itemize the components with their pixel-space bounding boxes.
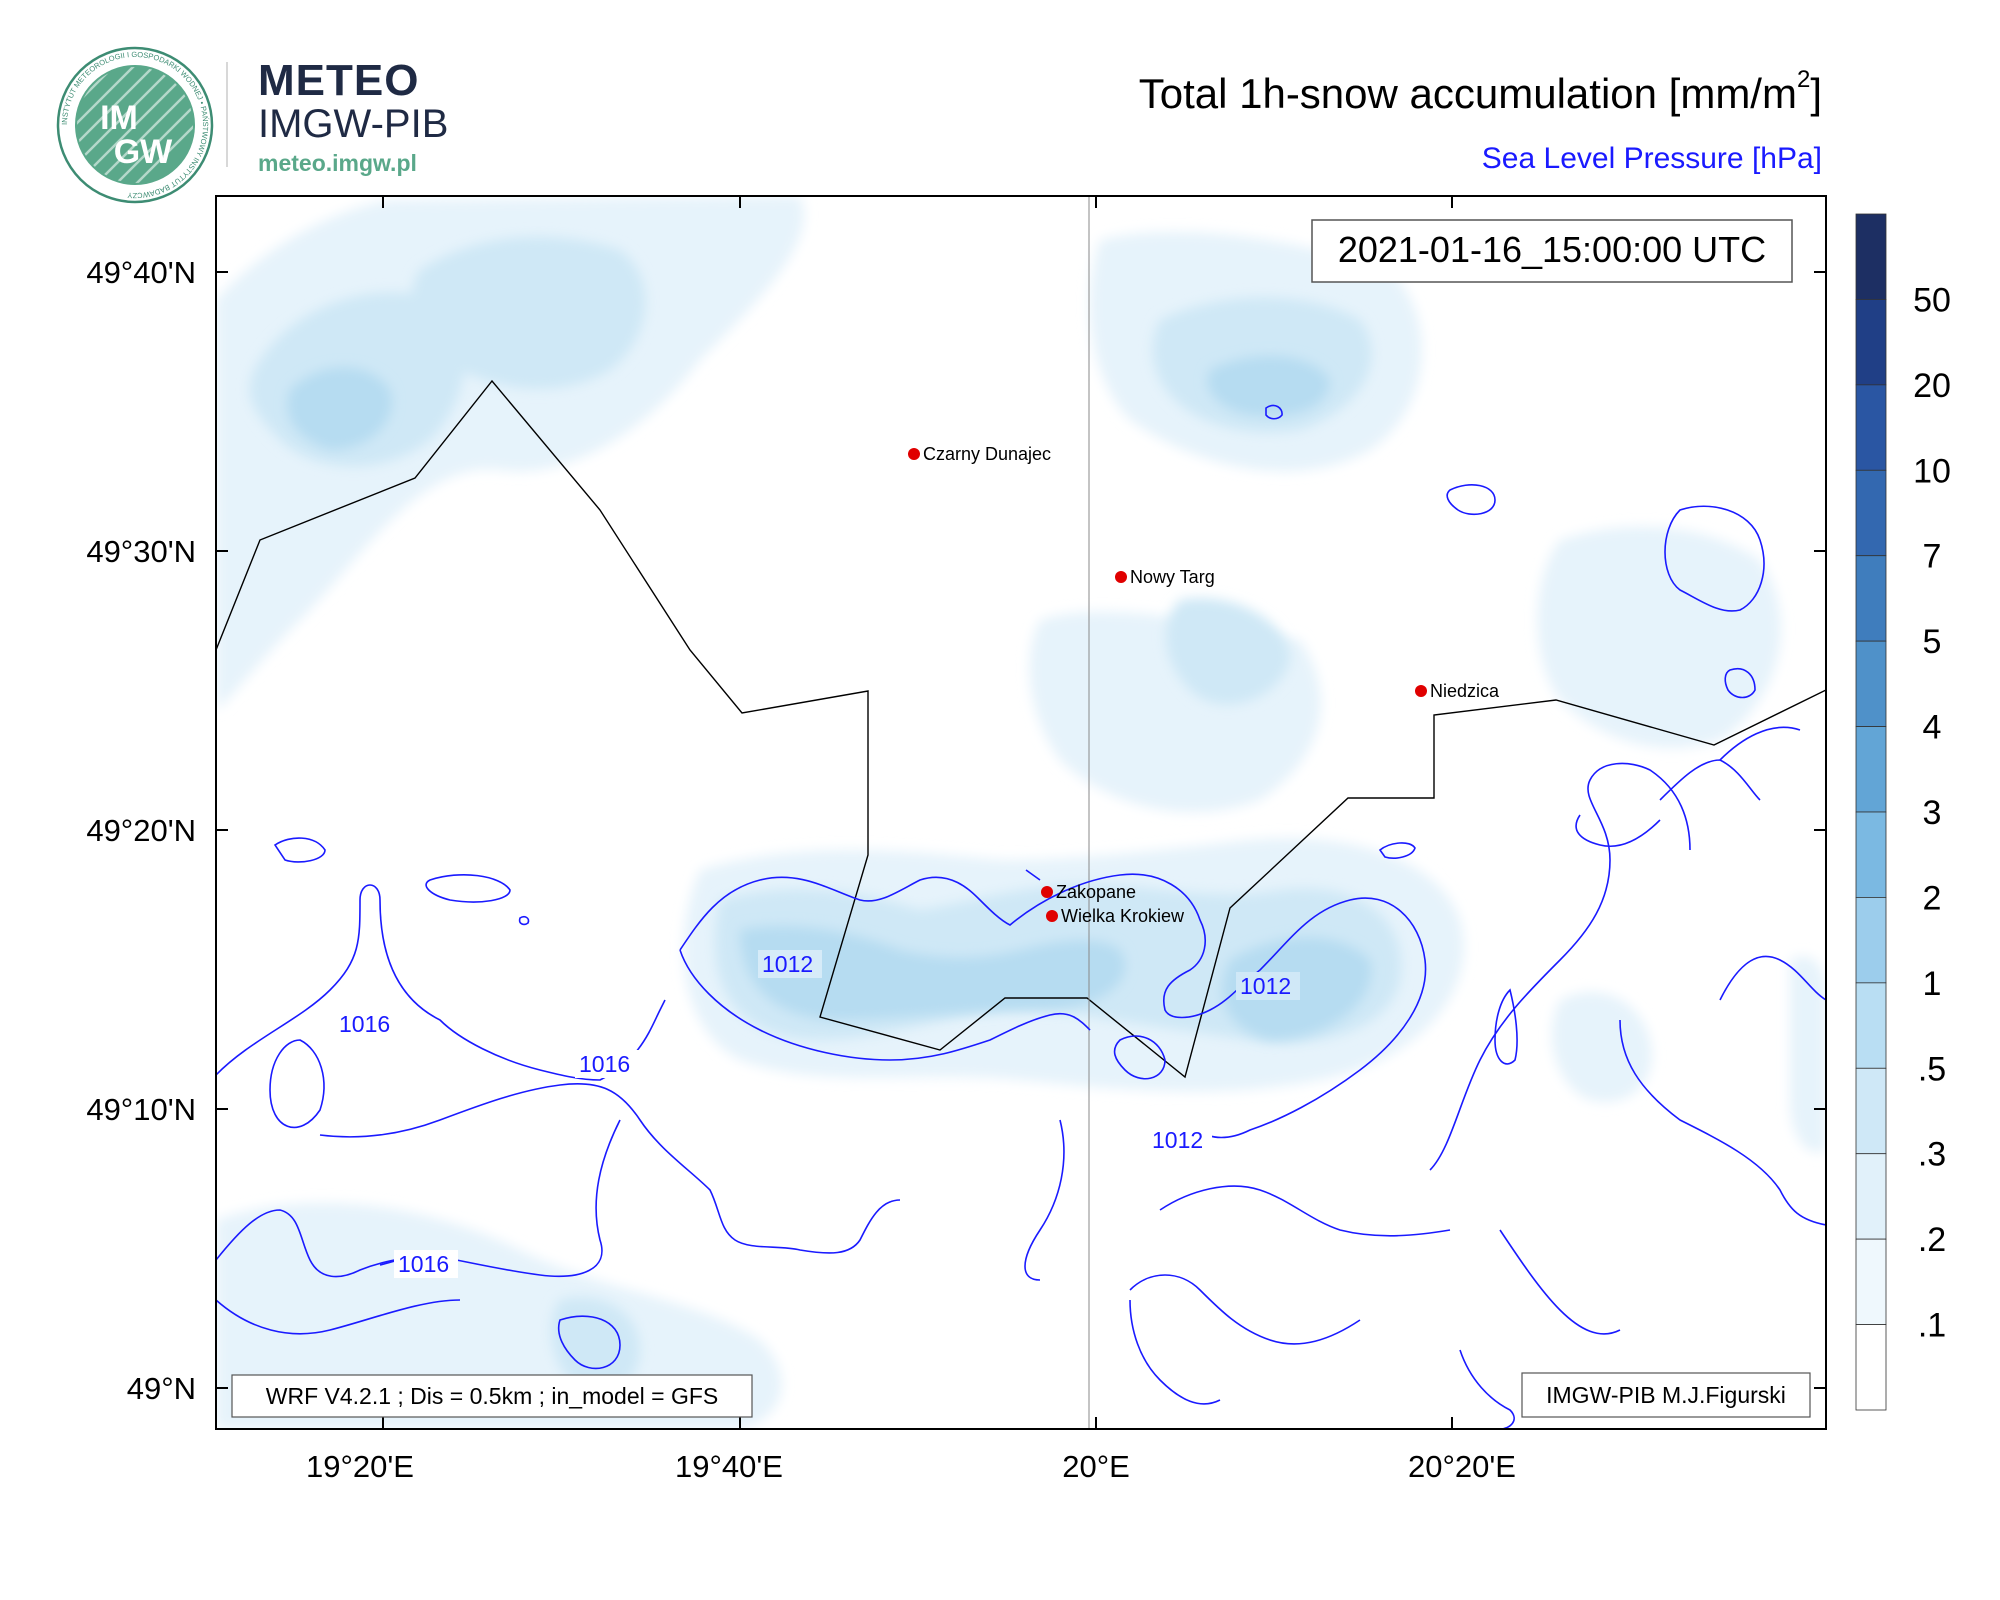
model-info: WRF V4.2.1 ; Dis = 0.5km ; in_model = GF… — [266, 1383, 719, 1409]
lon-tick-label: 20°20'E — [1408, 1449, 1516, 1484]
lat-tick-label: 49°N — [127, 1371, 196, 1406]
colorbar-label: 50 — [1913, 281, 1951, 319]
lon-tick-label: 20°E — [1062, 1449, 1130, 1484]
colorbar-swatch — [1855, 1067, 1887, 1155]
city-dot — [1041, 886, 1053, 898]
credit-box: IMGW-PIB M.J.Figurski — [1521, 1372, 1811, 1418]
colorbar-swatch — [1855, 811, 1887, 898]
colorbar-label: 20 — [1913, 367, 1951, 405]
lat-tick-label: 49°10'N — [86, 1092, 196, 1127]
axis-ticks — [216, 196, 1826, 1429]
imgw-logo: IM GW INSTYTUT METEOROLOGII I GOSPODARKI… — [55, 45, 215, 205]
city-dot — [1046, 910, 1058, 922]
colorbar-swatch — [1855, 469, 1887, 557]
isobar-labels: 1012 1012 1012 1016 1016 1016 — [335, 950, 1300, 1278]
colorbar — [1855, 213, 1887, 1411]
brand-url: meteo.imgw.pl — [258, 150, 417, 176]
lat-tick-label: 49°40'N — [86, 255, 196, 290]
isobar-label: 1012 — [762, 951, 813, 977]
model-info-box: WRF V4.2.1 ; Dis = 0.5km ; in_model = GF… — [231, 1374, 753, 1418]
city-dot — [1415, 685, 1427, 697]
logo-text-bottom: GW — [114, 133, 173, 171]
colorbar-swatch — [1855, 384, 1887, 471]
colorbar-swatch — [1855, 1324, 1887, 1411]
lon-tick-label: 19°20'E — [306, 1449, 414, 1484]
colorbar-swatch — [1855, 640, 1887, 727]
city-dot — [1115, 571, 1127, 583]
city-label: Niedzica — [1430, 681, 1500, 701]
city-label: Nowy Targ — [1130, 567, 1215, 587]
chart-title: Total 1h-snow accumulation [mm/m2] — [1138, 66, 1822, 117]
colorbar-label: 2 — [1923, 879, 1942, 917]
isobar-label: 1016 — [579, 1051, 630, 1077]
city-label: Zakopane — [1056, 882, 1136, 902]
timestamp: 2021-01-16_15:00:00 UTC — [1338, 229, 1766, 270]
city-dot — [908, 448, 920, 460]
colorbar-swatch — [1855, 897, 1887, 984]
city-markers: Czarny Dunajec Nowy Targ Niedzica Zakopa… — [908, 444, 1500, 926]
colorbar-swatch — [1855, 726, 1887, 813]
colorbar-swatch — [1855, 299, 1887, 386]
brand-name: METEO — [258, 56, 420, 105]
lat-tick-label: 49°20'N — [86, 813, 196, 848]
lon-tick-label: 19°40'E — [675, 1449, 783, 1484]
city-label: Wielka Krokiew — [1061, 906, 1185, 926]
colorbar-label: 10 — [1913, 452, 1951, 490]
brand-separator — [226, 62, 228, 167]
country-border — [216, 379, 1826, 1079]
colorbar-label: 7 — [1923, 538, 1942, 576]
snow-dark — [287, 356, 1372, 1040]
credit: IMGW-PIB M.J.Figurski — [1546, 1382, 1786, 1408]
colorbar-swatch — [1855, 1238, 1887, 1325]
colorbar-label: .1 — [1918, 1307, 1946, 1345]
colorbar-swatch — [1855, 555, 1887, 642]
colorbar-label: .2 — [1918, 1221, 1946, 1259]
lat-tick-label: 49°30'N — [86, 534, 196, 569]
isobar-label: 1012 — [1152, 1127, 1203, 1153]
border-layer — [216, 196, 1826, 1429]
isobar-label: 1012 — [1240, 973, 1291, 999]
colorbar-labels: 50 20 10 7 5 4 3 2 1 .5 .3 .2 .1 — [1913, 281, 1951, 1344]
brand-subtitle: IMGW-PIB — [258, 102, 449, 146]
timestamp-box: 2021-01-16_15:00:00 UTC — [1311, 219, 1793, 283]
colorbar-label: 5 — [1923, 623, 1942, 661]
city-label: Czarny Dunajec — [923, 444, 1051, 464]
chart-subtitle: Sea Level Pressure [hPa] — [1481, 142, 1822, 175]
colorbar-swatch — [1855, 213, 1887, 300]
colorbar-label: .3 — [1918, 1136, 1946, 1174]
map-frame — [215, 195, 1827, 1430]
colorbar-label: 4 — [1923, 709, 1942, 747]
isobar-label: 1016 — [339, 1011, 390, 1037]
logo-text-top: IM — [100, 99, 138, 137]
colorbar-label: 3 — [1923, 794, 1942, 832]
isobar-label: 1016 — [398, 1251, 449, 1277]
colorbar-label: .5 — [1918, 1050, 1946, 1088]
colorbar-label: 1 — [1923, 965, 1942, 1003]
snow-field-layer — [216, 196, 1826, 1429]
colorbar-swatch — [1855, 982, 1887, 1069]
colorbar-swatch — [1855, 1153, 1887, 1240]
